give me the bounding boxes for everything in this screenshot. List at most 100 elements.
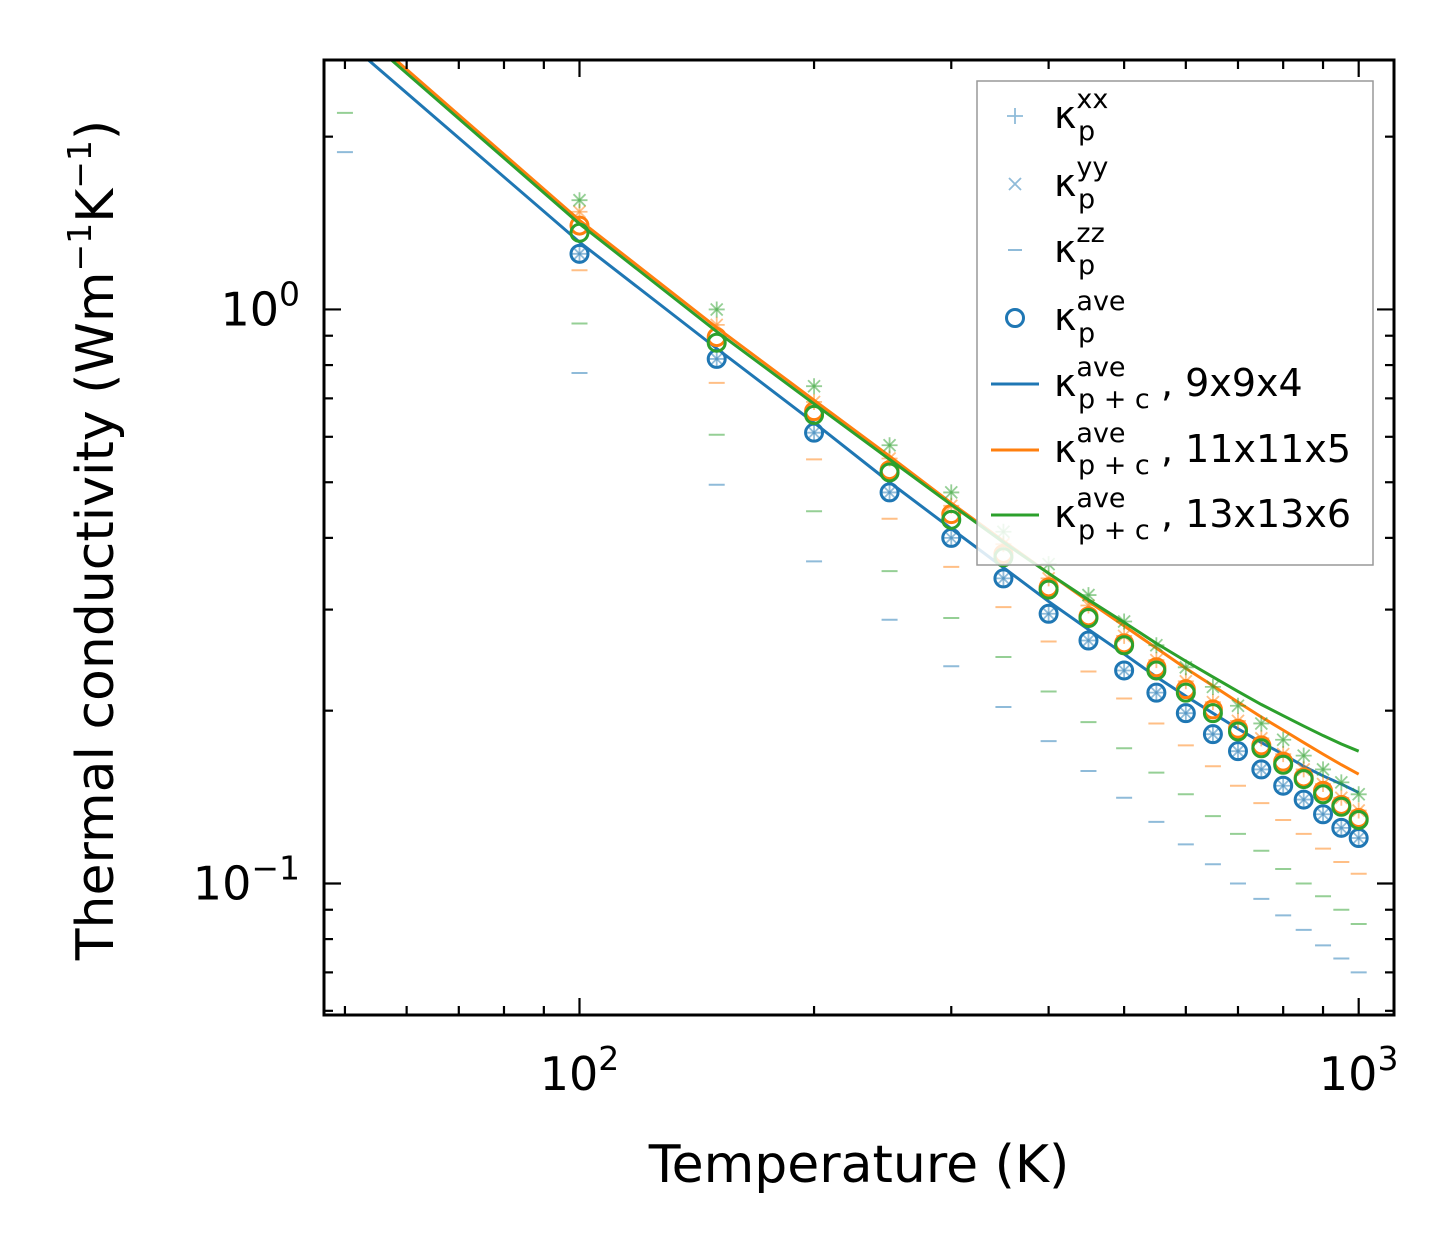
legend-item-0: κxx p [1007,84,1108,147]
kyy-point-9x9x4 [944,531,958,545]
kyy-point-13x13x6 [1297,748,1311,763]
kave-point-13x13x6 [1078,608,1099,629]
kyy-point-11x11x5 [572,205,587,219]
kpc-ave-line-11x11x5 [393,60,1360,776]
kyy-point-9x9x4 [1206,727,1220,741]
kave-point-9x9x4 [1331,817,1352,838]
kave-point-13x13x6 [1348,809,1369,830]
kave-point-13x13x6 [569,222,590,243]
kave-point-13x13x6 [1202,703,1223,724]
kave-point-13x13x6 [879,462,900,483]
x-axis-title: Temperature (K) [648,1135,1070,1195]
plot-frame [322,58,1396,1017]
kave-point-9x9x4 [1227,741,1248,762]
kave-point-9x9x4 [1078,630,1099,651]
kyy-point-9x9x4 [807,426,821,440]
legend-item-1: κyy p [1008,152,1108,215]
kyy-point-13x13x6 [1206,680,1220,694]
kave-point-13x13x6 [804,404,825,425]
legend-label: κave p [1054,286,1126,349]
kave-point-9x9x4 [879,482,900,503]
kave-point-13x13x6 [1293,769,1314,790]
kave-point-9x9x4 [569,243,590,264]
kyy-point-9x9x4 [572,247,587,261]
legend-item-6: κave p + c, 13x13x6 [991,483,1351,546]
kpc-ave-line-13x13x6 [389,60,1360,753]
legend-item-3: κave p [1005,286,1126,349]
kyy-point-9x9x4 [996,571,1011,586]
legend-marker-cross [1008,177,1022,191]
kave-point-9x9x4 [1293,789,1314,810]
kyy-point-9x9x4 [1041,607,1056,621]
kyy-point-9x9x4 [882,485,897,500]
kyy-point-13x13x6 [1276,733,1290,747]
kave-point-13x13x6 [1146,660,1167,681]
kave-point-13x13x6 [1114,635,1135,656]
y-tick-label-1e0: 100 [220,274,300,336]
legend-item-4: κave p + c, 9x9x4 [991,352,1303,415]
legend-label: κave p + c, 13x13x6 [1054,483,1351,546]
kyy-point-13x13x6 [1117,614,1131,629]
legend-item-2: κzz p [1008,218,1105,281]
kave-point-9x9x4 [1038,603,1059,624]
kyy-point-9x9x4 [1081,633,1096,648]
legend-label: κave p + c, 11x11x5 [1054,418,1351,481]
kyy-point-13x13x6 [807,379,821,393]
kave-point-13x13x6 [1313,784,1334,805]
kave-point-13x13x6 [1175,682,1196,703]
kyy-point-13x13x6 [1081,588,1096,602]
x-tick-label-1e2: 102 [540,1039,620,1101]
kyy-point-9x9x4 [1149,686,1164,700]
kyy-point-13x13x6 [1231,699,1245,713]
kave-point-9x9x4 [1146,682,1167,703]
series-group-9x9x4 [336,60,1369,974]
kave-point-9x9x4 [1175,703,1196,724]
kave-point-13x13x6 [1251,738,1272,759]
x-tick-label-1e3: 103 [1319,1039,1399,1101]
legend-label: κyy p [1054,152,1108,215]
kave-point-9x9x4 [1251,759,1272,780]
kyy-point-9x9x4 [1297,792,1311,807]
kyy-point-13x13x6 [1316,762,1330,777]
kyy-point-13x13x6 [882,438,897,452]
y-tick-label-1e-1: 10−1 [193,848,300,910]
kyy-point-9x9x4 [1231,744,1245,758]
legend-item-5: κave p + c, 11x11x5 [991,418,1351,481]
kyy-point-13x13x6 [944,485,958,500]
legend-label: κave p + c, 9x9x4 [1054,352,1303,415]
kave-point-13x13x6 [706,332,727,353]
legend-marker-plus [1007,108,1023,124]
kyy-point-9x9x4 [1352,831,1366,845]
kyy-point-13x13x6 [1149,638,1164,652]
axis-ticks [324,60,1394,1015]
legend-frame [976,80,1374,566]
kyy-point-9x9x4 [1117,663,1131,678]
kyy-point-13x13x6 [710,302,724,317]
kyy-point-13x13x6 [572,193,587,207]
kyy-point-9x9x4 [1316,807,1330,821]
kave-point-13x13x6 [941,509,962,530]
kave-point-9x9x4 [993,568,1014,589]
kave-point-9x9x4 [1273,775,1294,796]
kave-point-9x9x4 [1313,804,1334,825]
kyy-point-13x13x6 [1179,660,1193,674]
kave-point-9x9x4 [1114,660,1135,681]
legend-marker-circle [1005,308,1025,328]
kave-point-13x13x6 [1331,796,1352,817]
kyy-point-9x9x4 [1179,706,1193,720]
legend-label: κxx p [1054,84,1108,147]
kyy-point-9x9x4 [1276,779,1290,793]
kyy-point-13x13x6 [1352,787,1366,801]
kyy-point-9x9x4 [710,352,724,366]
kyy-point-13x13x6 [1334,775,1348,790]
kave-point-9x9x4 [1202,724,1223,745]
kave-point-13x13x6 [1273,754,1294,775]
kave-point-13x13x6 [1038,579,1059,600]
kyy-point-9x9x4 [1254,762,1268,777]
legend-label: κzz p [1054,218,1105,281]
kave-point-11x11x5 [569,215,590,236]
y-axis-title: Thermal conductivity (Wm−1K−1) [60,120,126,961]
